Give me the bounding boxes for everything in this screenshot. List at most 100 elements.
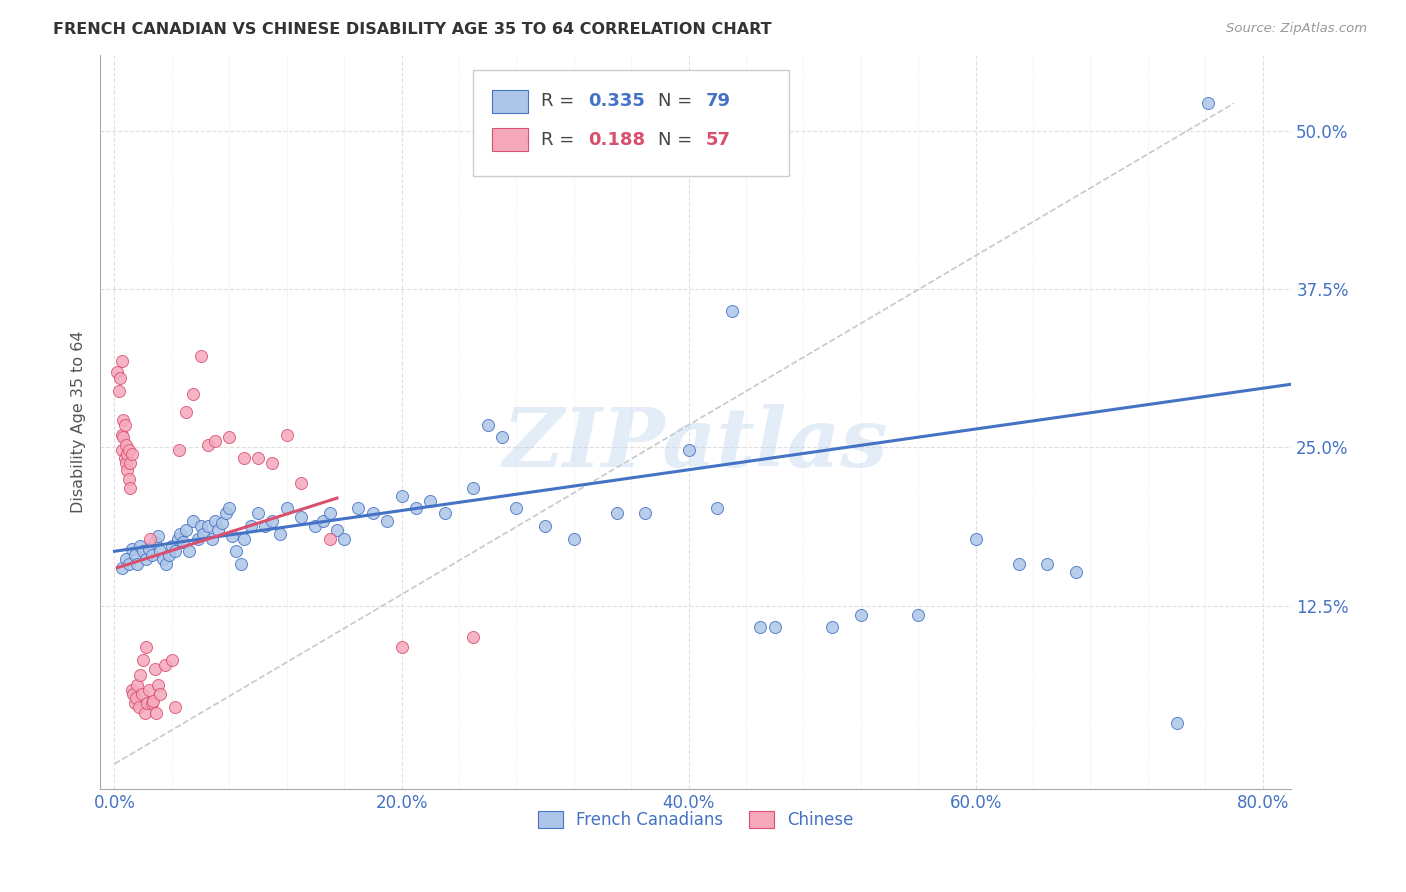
Point — [1166, 716, 1188, 731]
Point — [163, 700, 186, 714]
Point — [197, 438, 219, 452]
Point — [149, 544, 172, 558]
Point — [262, 514, 284, 528]
Point — [152, 552, 174, 566]
Text: N =: N = — [658, 130, 697, 149]
Point — [115, 438, 138, 452]
Point — [112, 412, 135, 426]
Point — [232, 450, 254, 465]
Point — [375, 514, 398, 528]
Point — [166, 532, 188, 546]
Text: 57: 57 — [706, 130, 730, 149]
Point — [1197, 96, 1219, 111]
Point — [115, 552, 138, 566]
Point — [276, 427, 298, 442]
Point — [606, 506, 628, 520]
Point — [124, 548, 146, 562]
Point — [433, 506, 456, 520]
Point — [405, 501, 427, 516]
Point — [361, 506, 384, 520]
Point — [128, 700, 150, 714]
Point — [114, 417, 136, 432]
Point — [174, 405, 197, 419]
Point — [121, 683, 143, 698]
Point — [139, 532, 162, 546]
FancyBboxPatch shape — [472, 70, 789, 177]
Point — [190, 519, 212, 533]
Point — [304, 519, 326, 533]
Point — [276, 501, 298, 516]
Point — [254, 519, 277, 533]
Point — [149, 687, 172, 701]
Point — [290, 510, 312, 524]
Point — [201, 532, 224, 546]
Point — [145, 706, 167, 721]
Point — [167, 443, 190, 458]
Point — [204, 434, 226, 449]
Point — [121, 447, 143, 461]
Point — [121, 541, 143, 556]
Point — [136, 696, 159, 710]
Point — [127, 557, 149, 571]
Point — [326, 523, 349, 537]
Point — [138, 683, 160, 698]
Point — [720, 303, 742, 318]
Text: 0.335: 0.335 — [589, 93, 645, 111]
Point — [463, 631, 485, 645]
Point — [146, 678, 169, 692]
Point — [187, 532, 209, 546]
Point — [141, 548, 163, 562]
Point — [120, 481, 142, 495]
Point — [125, 691, 148, 706]
Point — [118, 472, 141, 486]
Point — [141, 696, 163, 710]
Point — [157, 548, 180, 562]
FancyBboxPatch shape — [492, 128, 527, 152]
Point — [849, 607, 872, 622]
Point — [391, 640, 413, 655]
Point — [118, 557, 141, 571]
Point — [111, 354, 134, 368]
Point — [218, 501, 240, 516]
Point — [132, 544, 155, 558]
Point — [179, 544, 201, 558]
Point — [221, 529, 243, 543]
Point — [706, 501, 728, 516]
Point — [678, 443, 700, 458]
Point — [134, 706, 156, 721]
Point — [112, 430, 135, 444]
Point — [634, 506, 657, 520]
Point — [183, 514, 205, 528]
Point — [114, 450, 136, 465]
Point — [115, 456, 138, 470]
Text: 79: 79 — [706, 93, 730, 111]
Point — [110, 371, 132, 385]
Text: ZIPatlas: ZIPatlas — [503, 404, 889, 484]
Point — [183, 387, 205, 401]
Point — [131, 687, 153, 701]
Point — [239, 519, 262, 533]
Point — [160, 653, 183, 667]
Point — [105, 365, 128, 379]
Point — [124, 696, 146, 710]
Point — [232, 532, 254, 546]
Text: N =: N = — [658, 93, 697, 111]
Point — [160, 539, 183, 553]
Point — [107, 384, 129, 398]
Point — [135, 552, 157, 566]
Point — [117, 447, 139, 461]
Point — [117, 463, 139, 477]
Point — [763, 620, 786, 634]
Point — [118, 443, 141, 458]
Text: 0.188: 0.188 — [589, 130, 645, 149]
FancyBboxPatch shape — [492, 89, 527, 113]
Point — [135, 640, 157, 655]
Point — [172, 535, 194, 549]
Point — [1036, 557, 1059, 571]
Point — [505, 501, 527, 516]
Point — [207, 523, 229, 537]
Point — [215, 506, 238, 520]
Point — [290, 475, 312, 490]
Point — [204, 514, 226, 528]
Point — [347, 501, 370, 516]
